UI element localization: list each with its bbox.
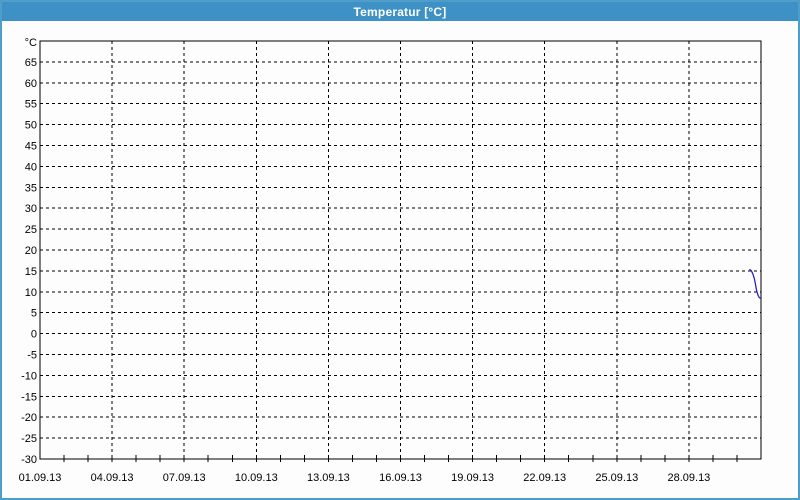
x-axis-label: 13.09.13 (307, 472, 350, 484)
y-axis-label: 40 (25, 161, 37, 173)
y-axis-label: -15 (21, 391, 37, 403)
y-axis-label: 65 (25, 57, 37, 69)
x-axis-label: 22.09.13 (523, 472, 566, 484)
y-axis-label: 15 (25, 266, 37, 278)
y-axis-label: 35 (25, 182, 37, 194)
x-axis-label: 25.09.13 (595, 472, 638, 484)
y-axis-label: 50 (25, 120, 37, 132)
y-axis-label: -5 (27, 350, 37, 362)
y-axis-label: 45 (25, 141, 37, 153)
x-axis-label: 28.09.13 (667, 472, 710, 484)
temperature-series-line (749, 268, 761, 299)
y-axis-label: 60 (25, 78, 37, 90)
x-axis-label: 10.09.13 (235, 472, 278, 484)
y-axis-label: 55 (25, 99, 37, 111)
y-axis-label: 20 (25, 245, 37, 257)
y-axis-unit-label: °C (25, 37, 37, 49)
x-axis-label: 07.09.13 (163, 472, 206, 484)
x-axis-label: 16.09.13 (379, 472, 422, 484)
y-axis-label: -30 (21, 454, 37, 466)
y-axis-label: 10 (25, 287, 37, 299)
chart-title-bar: Temperatur [°C] (2, 2, 798, 21)
y-axis-label: -20 (21, 412, 37, 424)
y-axis-label: 25 (25, 224, 37, 236)
x-axis-label: 04.09.13 (91, 472, 134, 484)
chart-title: Temperatur [°C] (353, 4, 447, 19)
x-axis-label: 01.09.13 (19, 472, 62, 484)
y-axis-label: 5 (31, 308, 37, 320)
x-axis-label: 19.09.13 (451, 472, 494, 484)
y-axis-label: 30 (25, 203, 37, 215)
y-axis-label: -10 (21, 370, 37, 382)
y-axis-label: -25 (21, 433, 37, 445)
y-axis-label: 0 (31, 329, 37, 341)
